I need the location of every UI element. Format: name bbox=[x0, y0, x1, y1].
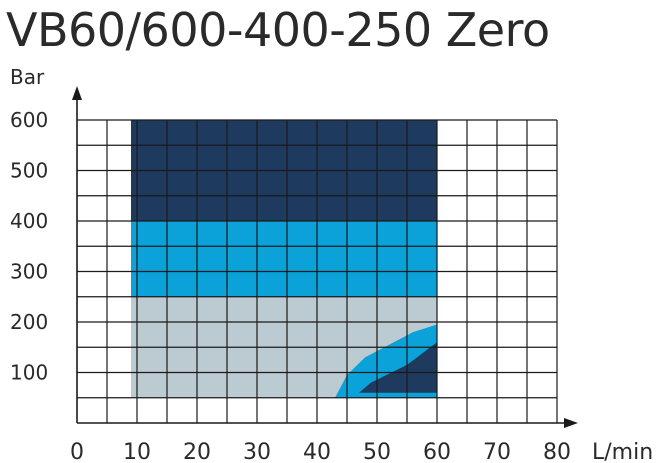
x-tick-label: 80 bbox=[543, 440, 571, 463]
y-axis-arrow bbox=[72, 86, 82, 100]
x-tick-label: 60 bbox=[423, 440, 451, 463]
x-tick-label: 70 bbox=[483, 440, 511, 463]
x-tick-label: 20 bbox=[183, 440, 211, 463]
x-tick-label: 30 bbox=[243, 440, 271, 463]
y-tick-label: 300 bbox=[10, 260, 48, 284]
x-tick-labels: 0 10 20 30 40 50 60 70 80 bbox=[70, 440, 571, 463]
y-tick-labels: 100 200 300 400 500 600 bbox=[10, 108, 48, 385]
region-1 bbox=[131, 221, 437, 297]
y-axis-label: Bar bbox=[10, 65, 45, 89]
x-axis-label: L/min bbox=[592, 440, 653, 463]
y-tick-label: 400 bbox=[10, 209, 48, 233]
x-tick-label: 50 bbox=[363, 440, 391, 463]
chart-title: VB60/600-400-250 Zero bbox=[6, 3, 550, 57]
x-tick-label: 10 bbox=[123, 440, 151, 463]
y-tick-label: 200 bbox=[10, 310, 48, 334]
overlay-bands bbox=[335, 324, 437, 398]
y-tick-label: 600 bbox=[10, 108, 48, 132]
overlay-band-1 bbox=[359, 342, 437, 393]
y-tick-label: 100 bbox=[10, 361, 48, 385]
x-tick-label: 0 bbox=[70, 440, 84, 463]
axes bbox=[72, 86, 578, 428]
grid bbox=[77, 119, 558, 423]
y-tick-label: 500 bbox=[10, 159, 48, 183]
x-tick-label: 40 bbox=[303, 440, 331, 463]
x-axis-arrow bbox=[564, 418, 578, 428]
